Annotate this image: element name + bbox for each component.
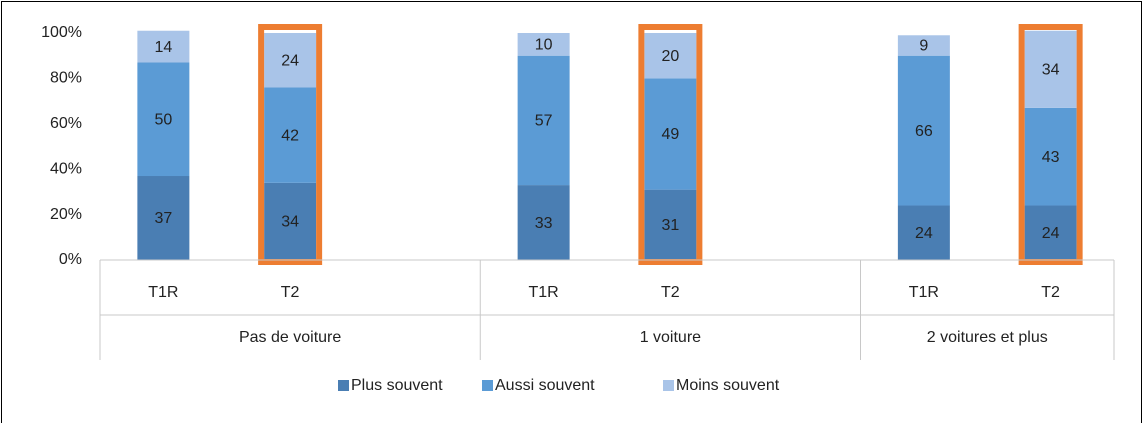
- bar-segment: [137, 30, 190, 63]
- legend-label: Aussi souvent: [495, 377, 595, 394]
- legend-swatch: [482, 380, 493, 391]
- y-tick-label: 0%: [59, 251, 82, 268]
- data-label: 14: [154, 39, 172, 56]
- bar-segment: [264, 87, 317, 183]
- data-label: 43: [1042, 149, 1060, 166]
- data-label: 34: [281, 214, 299, 231]
- bar-segment: [897, 55, 950, 206]
- bar-segment: [897, 205, 950, 260]
- group-label: 2 voitures et plus: [927, 329, 1048, 346]
- bar-segment: [644, 78, 697, 190]
- bar-segment: [264, 182, 317, 260]
- group-label: 1 voiture: [640, 329, 701, 346]
- legend-label: Moins souvent: [676, 377, 780, 394]
- bar-segment: [517, 185, 570, 260]
- y-tick-label: 40%: [50, 160, 82, 177]
- x-tick-label: T2: [1041, 284, 1060, 301]
- data-label: 57: [535, 113, 553, 130]
- data-label: 33: [535, 215, 553, 232]
- data-label: 49: [661, 126, 679, 143]
- x-tick-label: T2: [661, 284, 680, 301]
- highlight-box: [1018, 24, 1083, 265]
- y-tick-label: 20%: [50, 206, 82, 223]
- data-label: 50: [154, 111, 172, 128]
- y-tick-label: 100%: [41, 24, 82, 41]
- highlight-box: [258, 24, 323, 265]
- data-label: 66: [915, 123, 933, 140]
- bar-segment: [1024, 205, 1077, 260]
- highlight-box: [638, 24, 703, 265]
- legend-swatch: [663, 380, 674, 391]
- data-label: 37: [154, 210, 172, 227]
- data-label: 34: [1042, 62, 1060, 79]
- bar-segment: [897, 35, 950, 56]
- x-tick-label: T1R: [148, 284, 178, 301]
- group-label: Pas de voiture: [239, 329, 341, 346]
- data-label: 9: [919, 38, 928, 55]
- legend-swatch: [338, 380, 349, 391]
- bar-segment: [644, 189, 697, 260]
- data-label: 20: [661, 48, 679, 65]
- data-label: 24: [281, 52, 299, 69]
- bar-segment: [137, 176, 190, 260]
- bar-segment: [517, 55, 570, 186]
- bar-segment: [137, 62, 190, 177]
- x-tick-label: T1R: [529, 284, 559, 301]
- data-label: 24: [1042, 225, 1060, 242]
- data-label: 42: [281, 127, 299, 144]
- data-label: 31: [661, 217, 679, 234]
- bar-segment: [644, 33, 697, 79]
- legend-label: Plus souvent: [351, 377, 443, 394]
- y-tick-label: 80%: [50, 70, 82, 87]
- y-tick-label: 60%: [50, 115, 82, 132]
- bar-segment: [264, 33, 317, 88]
- data-label: 24: [915, 225, 933, 242]
- bar-segment: [1024, 30, 1077, 108]
- bar-segment: [517, 33, 570, 56]
- data-label: 10: [535, 37, 553, 54]
- x-tick-label: T1R: [909, 284, 939, 301]
- bar-segment: [1024, 107, 1077, 206]
- x-tick-label: T2: [281, 284, 300, 301]
